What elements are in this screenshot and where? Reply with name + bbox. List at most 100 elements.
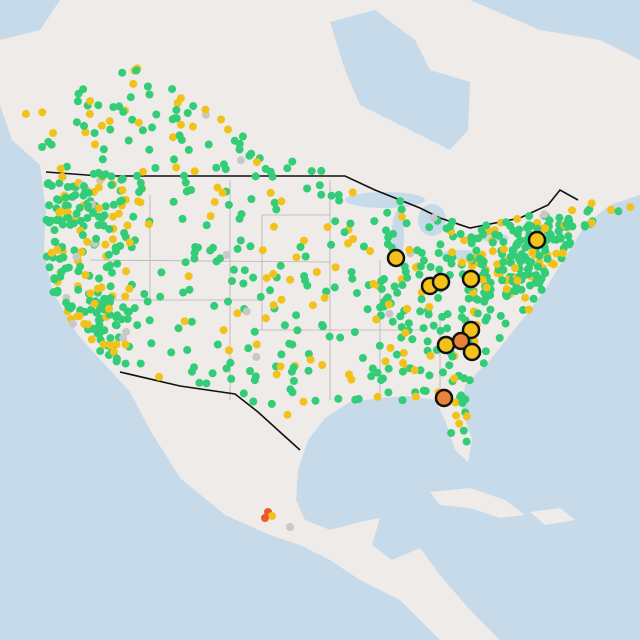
- marker[interactable]: [235, 139, 244, 148]
- marker[interactable]: [304, 366, 313, 375]
- marker[interactable]: [532, 271, 541, 280]
- marker[interactable]: [236, 236, 245, 245]
- marker[interactable]: [117, 196, 126, 205]
- marker[interactable]: [57, 267, 66, 276]
- marker[interactable]: [502, 285, 511, 293]
- marker[interactable]: [377, 376, 386, 385]
- marker[interactable]: [45, 201, 54, 210]
- marker[interactable]: [568, 222, 577, 231]
- marker[interactable]: [482, 283, 491, 292]
- marker[interactable]: [139, 167, 147, 176]
- marker[interactable]: [252, 353, 261, 361]
- marker[interactable]: [125, 284, 134, 293]
- marker[interactable]: [38, 108, 47, 117]
- marker[interactable]: [148, 123, 157, 132]
- marker[interactable]: [335, 196, 344, 205]
- marker[interactable]: [118, 68, 127, 77]
- marker[interactable]: [76, 262, 85, 271]
- marker[interactable]: [280, 321, 289, 330]
- marker[interactable]: [481, 347, 490, 356]
- marker[interactable]: [97, 283, 106, 292]
- marker[interactable]: [358, 354, 367, 362]
- marker[interactable]: [416, 307, 425, 316]
- marker[interactable]: [59, 253, 68, 262]
- highlighted-marker[interactable]: [461, 269, 481, 289]
- marker[interactable]: [438, 312, 447, 321]
- marker[interactable]: [472, 246, 481, 255]
- marker[interactable]: [614, 207, 623, 216]
- marker[interactable]: [513, 276, 522, 285]
- marker[interactable]: [336, 333, 345, 342]
- marker[interactable]: [176, 120, 185, 129]
- marker[interactable]: [558, 249, 567, 258]
- marker[interactable]: [535, 251, 544, 260]
- marker[interactable]: [202, 221, 211, 230]
- marker[interactable]: [213, 183, 222, 192]
- marker[interactable]: [392, 350, 401, 359]
- marker[interactable]: [53, 245, 62, 254]
- marker[interactable]: [286, 385, 295, 394]
- marker[interactable]: [125, 307, 133, 316]
- marker[interactable]: [269, 222, 278, 231]
- marker[interactable]: [346, 219, 355, 228]
- marker[interactable]: [384, 364, 393, 373]
- marker[interactable]: [104, 250, 113, 259]
- marker[interactable]: [318, 361, 327, 369]
- marker[interactable]: [210, 197, 219, 206]
- marker[interactable]: [108, 268, 116, 277]
- marker[interactable]: [367, 372, 376, 381]
- marker[interactable]: [587, 199, 596, 208]
- marker[interactable]: [108, 235, 117, 244]
- marker[interactable]: [537, 285, 546, 294]
- marker[interactable]: [258, 246, 267, 255]
- marker[interactable]: [277, 295, 286, 304]
- marker[interactable]: [58, 220, 67, 229]
- marker[interactable]: [322, 287, 331, 296]
- marker[interactable]: [473, 295, 482, 304]
- marker[interactable]: [50, 226, 59, 235]
- marker[interactable]: [348, 188, 357, 197]
- marker[interactable]: [299, 236, 308, 245]
- marker[interactable]: [219, 326, 228, 335]
- marker[interactable]: [194, 243, 202, 252]
- marker[interactable]: [534, 262, 542, 271]
- marker[interactable]: [246, 242, 255, 251]
- marker[interactable]: [447, 259, 456, 268]
- marker[interactable]: [252, 158, 261, 166]
- marker[interactable]: [317, 166, 326, 175]
- marker[interactable]: [373, 392, 382, 401]
- marker[interactable]: [462, 437, 471, 446]
- marker[interactable]: [224, 297, 232, 306]
- marker[interactable]: [456, 230, 465, 238]
- marker[interactable]: [95, 204, 103, 213]
- marker[interactable]: [292, 311, 301, 320]
- marker[interactable]: [218, 188, 227, 197]
- marker[interactable]: [195, 378, 204, 387]
- marker[interactable]: [480, 267, 489, 276]
- marker[interactable]: [117, 175, 126, 184]
- marker[interactable]: [247, 195, 256, 204]
- marker[interactable]: [233, 309, 242, 318]
- marker[interactable]: [121, 292, 130, 301]
- marker[interactable]: [72, 252, 81, 261]
- marker[interactable]: [519, 306, 528, 314]
- marker[interactable]: [229, 265, 238, 274]
- marker[interactable]: [296, 243, 305, 251]
- marker[interactable]: [178, 214, 187, 223]
- marker[interactable]: [99, 145, 108, 154]
- marker[interactable]: [96, 347, 105, 355]
- marker[interactable]: [78, 231, 87, 240]
- marker[interactable]: [587, 219, 596, 227]
- marker[interactable]: [81, 271, 90, 279]
- marker[interactable]: [90, 129, 99, 137]
- marker[interactable]: [97, 121, 106, 130]
- marker[interactable]: [299, 397, 308, 406]
- marker[interactable]: [464, 294, 473, 303]
- marker[interactable]: [140, 290, 149, 298]
- marker[interactable]: [98, 155, 107, 164]
- marker[interactable]: [426, 263, 435, 271]
- marker[interactable]: [443, 324, 452, 333]
- marker[interactable]: [121, 359, 130, 368]
- marker[interactable]: [531, 278, 540, 287]
- marker[interactable]: [143, 297, 152, 306]
